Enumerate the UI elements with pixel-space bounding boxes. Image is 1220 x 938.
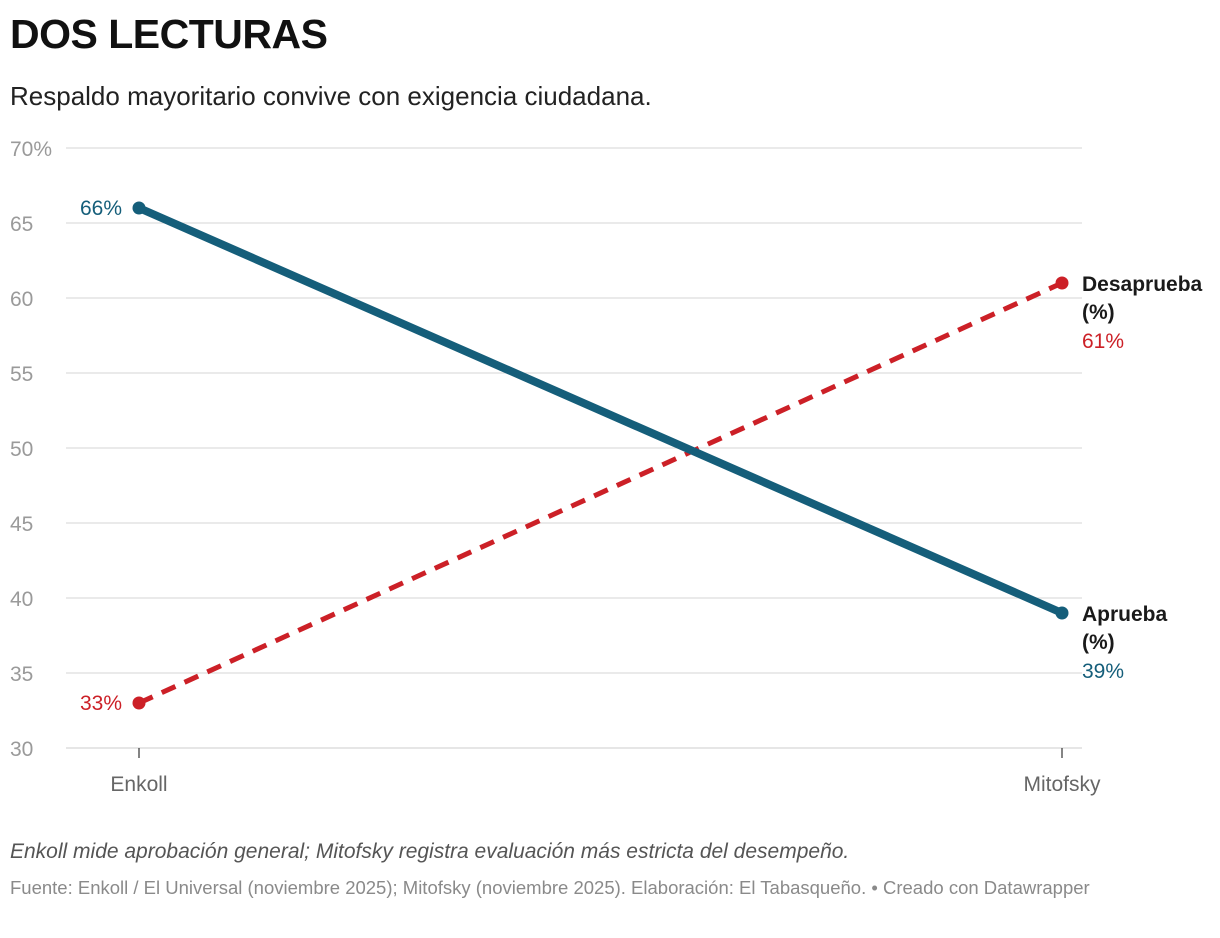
- y-tick-label-35: 35: [10, 663, 33, 686]
- series-name-aprueba: Aprueba: [1082, 603, 1168, 626]
- data-point-desaprueba-mitofsky: [1055, 276, 1069, 290]
- series-layer: [132, 201, 1069, 710]
- line-chart: 30 35 40 45 50 55 60 65 70% Enkoll Mitofsky 33% De…: [10, 138, 1203, 796]
- credit-link[interactable]: Creado con Datawrapper: [883, 877, 1090, 898]
- chart-source: Fuente: Enkoll / El Universal (noviembre…: [10, 876, 1190, 901]
- value-label-desaprueba-start: 33%: [80, 692, 122, 715]
- value-label-aprueba-start: 66%: [80, 197, 122, 220]
- annotation-layer: 33% Desaprueba (%) 61% 66% Aprueba (%) 39%: [80, 197, 1203, 715]
- series-name-desaprueba: Desaprueba: [1082, 273, 1203, 296]
- series-line-desaprueba: [137, 280, 1064, 706]
- y-tick-label-45: 45: [10, 513, 33, 536]
- y-tick-label-60: 60: [10, 288, 33, 311]
- x-tick-label-mitofsky: Mitofsky: [1023, 773, 1101, 796]
- source-text: Fuente: Enkoll / El Universal (noviembre…: [10, 877, 878, 898]
- x-tick-label-enkoll: Enkoll: [110, 773, 167, 796]
- data-point-aprueba-enkoll: [132, 201, 146, 215]
- x-axis: Enkoll Mitofsky: [110, 748, 1101, 796]
- chart-title: DOS LECTURAS: [10, 11, 328, 57]
- y-tick-label-30: 30: [10, 738, 33, 761]
- y-tick-label-55: 55: [10, 363, 33, 386]
- y-tick-label-50: 50: [10, 438, 33, 461]
- series-unit-desaprueba: (%): [1082, 301, 1115, 324]
- y-tick-label-65: 65: [10, 213, 33, 236]
- series-line-aprueba: [135, 204, 1066, 617]
- value-label-desaprueba-end: 61%: [1082, 330, 1124, 353]
- chart-notes: Enkoll mide aprobación general; Mitofsky…: [10, 840, 850, 863]
- y-axis-labels: 30 35 40 45 50 55 60 65 70%: [10, 138, 52, 761]
- series-unit-aprueba: (%): [1082, 631, 1115, 654]
- data-point-aprueba-mitofsky: [1055, 606, 1069, 620]
- grid-layer: [66, 147, 1082, 749]
- y-tick-label-40: 40: [10, 588, 33, 611]
- chart-subtitle: Respaldo mayoritario convive con exigenc…: [10, 81, 652, 111]
- y-tick-label-70: 70%: [10, 138, 52, 161]
- data-point-desaprueba-enkoll: [132, 696, 146, 710]
- value-label-aprueba-end: 39%: [1082, 660, 1124, 683]
